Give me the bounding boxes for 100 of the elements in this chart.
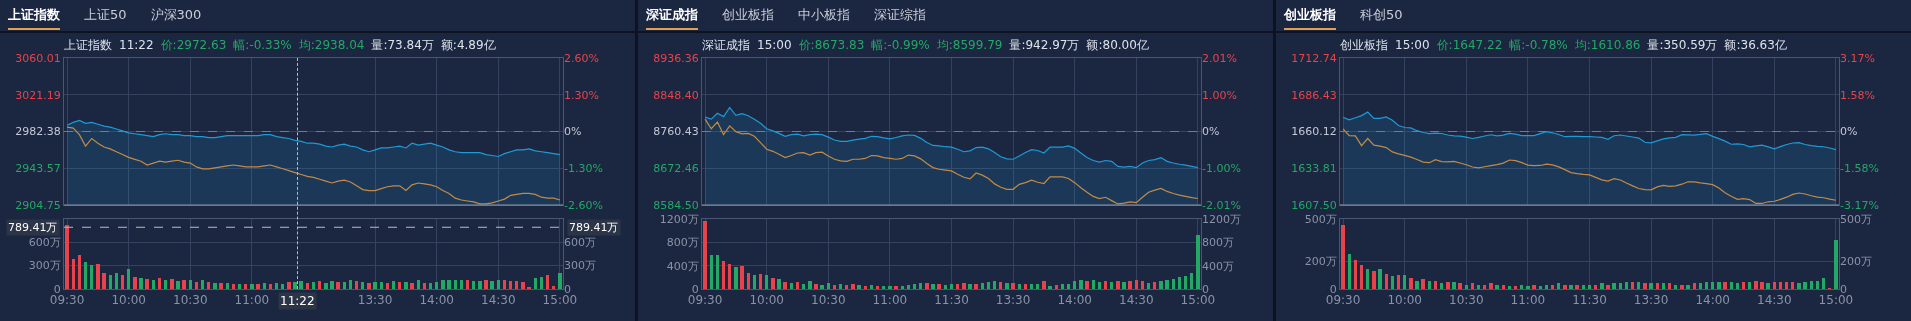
bar: [1366, 269, 1370, 289]
bar: [740, 265, 744, 289]
ref-line-label: 789.41万: [569, 221, 619, 234]
x-tick-label: 11:00: [234, 293, 270, 308]
bar: [808, 280, 812, 289]
y2-tick-label: 0%: [1202, 125, 1220, 139]
x-tick-label: 11:30: [934, 293, 969, 308]
x-tick-label: 11:00: [872, 293, 908, 308]
y2-tick-label: -3.17%: [1840, 198, 1879, 212]
bar: [256, 283, 260, 289]
bar: [771, 277, 775, 289]
bar: [1600, 283, 1604, 289]
bar: [244, 284, 248, 289]
bar: [527, 286, 531, 289]
y2-tick-label: 300万: [564, 259, 596, 273]
bar: [1803, 282, 1807, 289]
y2-tick-label: 0: [1840, 282, 1847, 296]
bar: [758, 274, 763, 289]
bar: [894, 285, 898, 289]
text: 沪深300: [150, 6, 202, 24]
y2-tick-label: 200万: [1840, 254, 1872, 268]
bar: [1612, 283, 1616, 289]
bar: [250, 284, 254, 289]
bar: [367, 282, 371, 289]
bar: [814, 283, 818, 289]
text: 11:22: [280, 294, 315, 308]
bar: [484, 280, 488, 289]
y2-tick-label: 1.00%: [1202, 88, 1237, 102]
bar: [820, 284, 824, 289]
bar: [1011, 282, 1015, 289]
bar: [416, 280, 420, 289]
bar: [65, 224, 69, 289]
x-tick-label: 11:00: [1510, 293, 1546, 308]
y-tick-label: 1633.81: [1291, 162, 1337, 176]
x-tick-label: 14:00: [1057, 293, 1093, 308]
bar: [287, 281, 291, 289]
y-tick-label: 2904.75: [15, 198, 61, 212]
bar: [1079, 280, 1083, 289]
bar: [465, 280, 470, 289]
y-tick-label: 0: [1329, 282, 1337, 296]
y-tick-label: 8936.36: [653, 51, 699, 65]
bar: [1834, 240, 1838, 289]
y-tick-label: 2982.38: [15, 125, 61, 139]
bar: [1538, 286, 1542, 289]
y-tick-label: 400万: [666, 259, 699, 273]
bar: [219, 282, 223, 289]
bar: [163, 280, 168, 289]
bar: [336, 281, 340, 289]
text: 深证综指: [874, 6, 926, 24]
bar: [539, 277, 544, 289]
x-tick-label: 10:00: [1387, 293, 1422, 308]
bar: [1177, 277, 1182, 289]
text: 上证指数: [8, 6, 60, 30]
bar: [1470, 283, 1475, 289]
x-tick-label: 14:00: [419, 293, 455, 308]
text: 创业板指: [722, 6, 774, 24]
bar: [974, 283, 978, 289]
bar: [1667, 283, 1672, 289]
bar: [1341, 224, 1345, 289]
y-tick-label: 2943.57: [15, 162, 61, 176]
bar: [1183, 276, 1188, 289]
x-tick-label: 10:30: [1448, 293, 1484, 308]
y2-tick-label: 800万: [1202, 236, 1234, 250]
bar: [1661, 283, 1666, 289]
x-tick-label: 13:30: [1633, 293, 1669, 308]
bar: [1557, 283, 1561, 289]
bar: [1649, 283, 1653, 289]
bar: [851, 283, 855, 289]
text: 上证50: [84, 6, 127, 24]
bar: [1122, 282, 1126, 289]
text: 中小板指: [798, 6, 850, 24]
y-tick-label: 800万: [666, 236, 699, 250]
bar: [1372, 270, 1376, 289]
bar: [1421, 279, 1425, 289]
text: 科创50: [1360, 6, 1403, 24]
y2-tick-label: 0: [564, 282, 571, 296]
y2-tick-label: -2.01%: [1202, 198, 1241, 212]
y-tick-label: 1607.50: [1291, 198, 1337, 212]
bar: [900, 286, 904, 289]
x-tick-label: 14:30: [481, 293, 516, 308]
y2-tick-label: -1.00%: [1202, 161, 1241, 175]
bar: [521, 281, 525, 289]
y2-tick-label: 2.60%: [564, 51, 599, 65]
bar: [962, 283, 966, 289]
bar: [1618, 283, 1622, 289]
bar: [373, 281, 377, 289]
y2-tick-label: 1.58%: [1840, 88, 1875, 102]
bar: [1513, 286, 1518, 289]
x-tick-label: 14:00: [1695, 293, 1731, 308]
bar: [324, 282, 328, 289]
bar: [410, 282, 414, 289]
bar: [1735, 283, 1740, 289]
y2-tick-label: 0: [1202, 282, 1209, 296]
y2-tick-label: 500万: [1840, 212, 1872, 226]
y-tick-label: 8760.43: [653, 125, 699, 139]
x-tick-label: 10:30: [810, 293, 846, 308]
y-tick-label: 1660.12: [1291, 125, 1337, 139]
x-tick-label: 10:00: [111, 293, 146, 308]
bar: [182, 279, 186, 289]
y2-tick-label: 1.30%: [564, 88, 599, 102]
